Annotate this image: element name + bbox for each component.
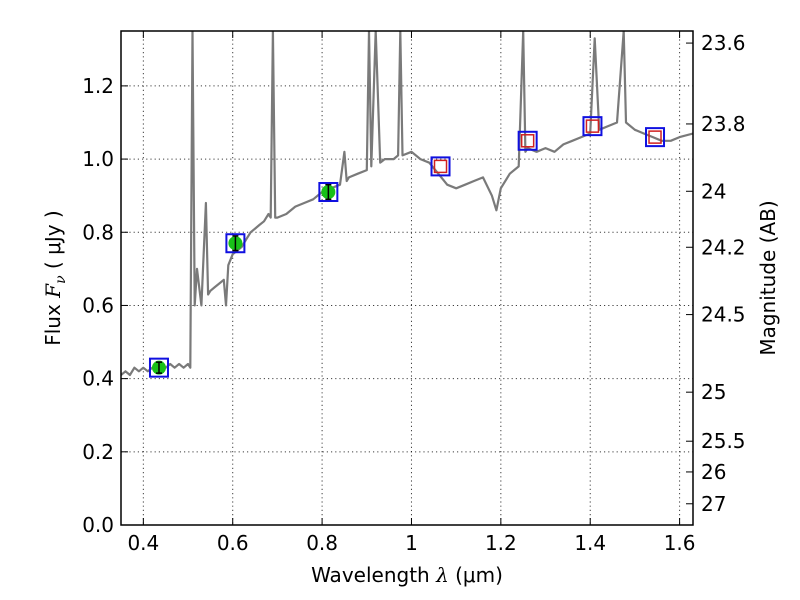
- observed-point: [148, 357, 169, 378]
- y2-tick-label: 23.6: [701, 31, 746, 55]
- y-tick-label: 0.2: [82, 440, 114, 464]
- x-tick-label: 0.4: [127, 531, 159, 555]
- y-tick-label: 0.4: [82, 367, 114, 391]
- x-tick-label: 1: [405, 531, 418, 555]
- axes: 0.4 0.6 0.8 1 1.2 1.4 1.6 0.0 0.2 0.4 0.6 0.8 1.0 1.2…: [82, 31, 746, 555]
- x-tick-label: 0.8: [306, 531, 338, 555]
- y-axis-label: Flux Fν ( μJy ): [41, 210, 69, 346]
- x-tick-label: 0.6: [217, 531, 249, 555]
- model-marker: [520, 134, 535, 148]
- x-axis-label: Wavelength λ (μm): [311, 563, 503, 587]
- filter-box: [517, 130, 538, 151]
- model-point: [582, 116, 603, 137]
- y2-tick-label: 25.5: [701, 429, 746, 453]
- model-marker: [648, 130, 662, 144]
- y-tick-label: 0.8: [82, 220, 114, 244]
- x-tick-label: 1.2: [485, 531, 517, 555]
- observed-point: [318, 182, 339, 203]
- filter-box: [645, 127, 666, 148]
- model-marker: [433, 159, 448, 174]
- y2-tick-label: 27: [701, 492, 726, 516]
- model-point: [430, 156, 451, 177]
- x-tick-label: 1.4: [574, 531, 606, 555]
- y-tick-label: 1.2: [82, 74, 114, 98]
- y-tick-label: 1.0: [82, 147, 114, 171]
- x-tick-label: 1.6: [664, 531, 696, 555]
- y2-axis-label: Magnitude (AB): [756, 200, 780, 355]
- filter-box: [318, 182, 339, 203]
- plot-area: [121, 31, 693, 378]
- filter-box: [148, 357, 169, 378]
- y2-tick-label: 25: [701, 380, 726, 404]
- y2-tick-label: 23.8: [701, 112, 746, 136]
- plot-frame: [120, 30, 694, 526]
- model-point: [517, 130, 538, 151]
- spectrum-line: [121, 31, 693, 377]
- observed-point: [225, 233, 246, 254]
- filter-box: [225, 233, 246, 254]
- filter-box: [582, 116, 603, 137]
- y-tick-label: 0.6: [82, 293, 114, 317]
- model-point: [645, 127, 666, 148]
- y-tick-label: 0.0: [82, 513, 114, 537]
- model-marker: [585, 119, 600, 133]
- y2-tick-label: 24.2: [701, 235, 746, 259]
- y2-tick-label: 24.5: [701, 303, 746, 327]
- y2-tick-label: 26: [701, 460, 726, 484]
- filter-box: [430, 156, 451, 177]
- y2-tick-label: 24: [701, 179, 726, 203]
